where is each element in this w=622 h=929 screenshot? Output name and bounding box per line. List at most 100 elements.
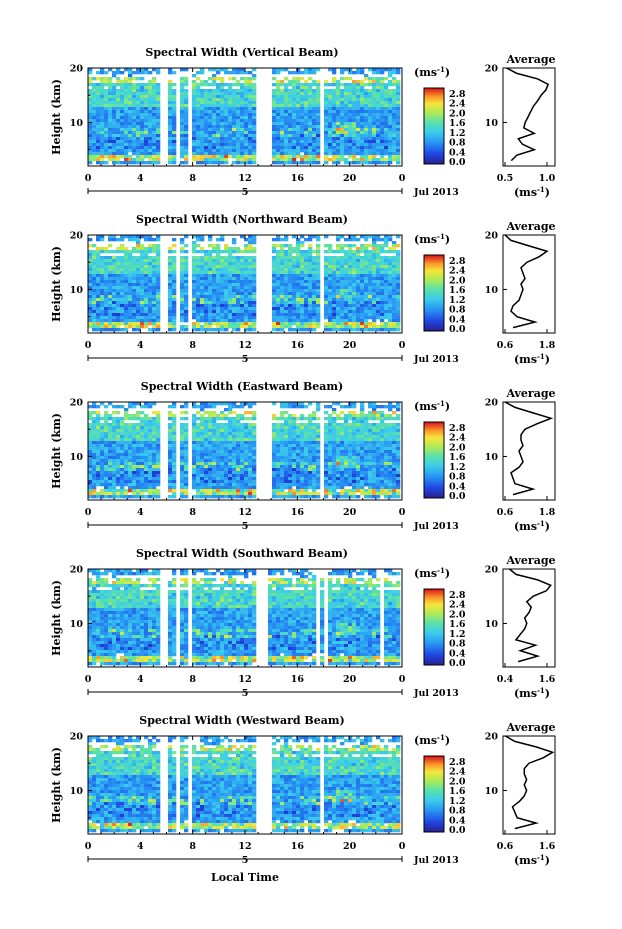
heatmap-cell [376,310,381,314]
heatmap-cell [276,152,281,156]
heatmap-cell [372,277,377,281]
heatmap-cell [252,77,257,81]
heatmap-cell [288,328,293,332]
heatmap-cell [88,438,93,442]
heatmap-cell [224,265,229,269]
heatmap-cell [308,238,313,242]
heatmap-cell [324,325,329,329]
heatmap-cell [112,137,117,141]
heatmap-cell [128,471,133,475]
heatmap-cell [368,262,373,266]
heatmap-cell [148,265,153,269]
heatmap-cell [312,158,317,162]
heatmap-cell [304,104,309,108]
heatmap-cell [92,298,97,302]
heatmap-cell [380,295,385,299]
heatmap-cell [92,486,97,490]
heatmap-cell [224,283,229,287]
heatmap-cell [360,289,365,293]
heatmap-cell [348,286,353,290]
heatmap-cell [200,477,205,481]
heatmap-cell [272,161,277,165]
heatmap-cell [180,426,185,430]
heatmap-cell [328,68,333,72]
heatmap-cell [196,483,201,487]
heatmap-cell [212,307,217,311]
heatmap-cell [152,411,157,415]
heatmap-cell [240,280,245,284]
heatmap-cell [300,304,305,308]
heatmap-cell [200,453,205,457]
heatmap-cell [212,155,217,159]
heatmap-cell [232,325,237,329]
x-tick-label: 0 [85,340,92,351]
heatmap-cell [388,101,393,105]
heatmap-cell [200,119,205,123]
average-frame [502,67,556,167]
heatmap-cell [284,128,289,132]
heatmap-cell [184,441,189,445]
heatmap-cell [352,92,357,96]
heatmap-cell [292,295,297,299]
heatmap-cell [292,92,297,96]
heatmap-cell [388,298,393,302]
average-x-label-close: ) [545,186,550,199]
heatmap-cell [136,304,141,308]
heatmap-cell [304,128,309,132]
heatmap-cell [140,286,145,290]
heatmap-cell [140,119,145,123]
heatmap-cell [292,155,297,159]
heatmap-cell [368,316,373,320]
heatmap-cell [148,465,153,469]
heatmap-cell [272,140,277,144]
heatmap-cell [380,262,385,266]
heatmap-cell [184,423,189,427]
heatmap-cell [140,125,145,129]
heatmap-cell [140,325,145,329]
heatmap-cell [356,316,361,320]
heatmap-cell [364,122,369,126]
heatmap-cell [192,432,197,436]
heatmap-cell [116,453,121,457]
heatmap-cell [152,83,157,87]
heatmap-cell [140,244,145,248]
heatmap-cell [196,322,201,326]
heatmap-cell [372,125,377,129]
heatmap-cell [180,319,185,323]
heatmap-cell [304,253,309,257]
heatmap-cell [216,289,221,293]
heatmap-cell [364,116,369,120]
heatmap-cell [368,101,373,105]
heatmap-cell [172,444,177,448]
heatmap-cell [88,262,93,266]
heatmap-cell [204,438,209,442]
heatmap-cell [128,110,133,114]
heatmap-cell [284,295,289,299]
heatmap-cell [296,119,301,123]
heatmap-cell [292,328,297,332]
heatmap-cell [272,319,277,323]
heatmap-cell [132,477,137,481]
heatmap-cell [308,95,313,99]
heatmap-cell [236,319,241,323]
heatmap-cell [168,465,173,469]
heatmap-cell [144,128,149,132]
heatmap-cell [120,131,125,135]
heatmap-cell [240,277,245,281]
heatmap-cell [220,98,225,102]
heatmap-cell [148,271,153,275]
heatmap-cell [200,292,205,296]
heatmap-cell [380,247,385,251]
heatmap-cell [148,438,153,442]
heatmap-cell [280,116,285,120]
heatmap-cell [324,262,329,266]
heatmap-cell [96,417,101,421]
heatmap-cell [136,143,141,147]
heatmap-cell [152,489,157,493]
heatmap-cell [280,101,285,105]
heatmap-cell [240,68,245,72]
heatmap-cell [384,113,389,117]
heatmap-cell [96,149,101,153]
heatmap-cell [156,489,161,493]
heatmap-cell [124,98,129,102]
